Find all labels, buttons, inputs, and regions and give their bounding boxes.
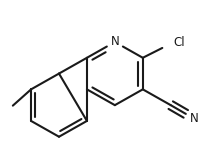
Text: Cl: Cl — [173, 36, 185, 49]
Text: N: N — [110, 36, 119, 48]
Text: N: N — [189, 112, 198, 125]
